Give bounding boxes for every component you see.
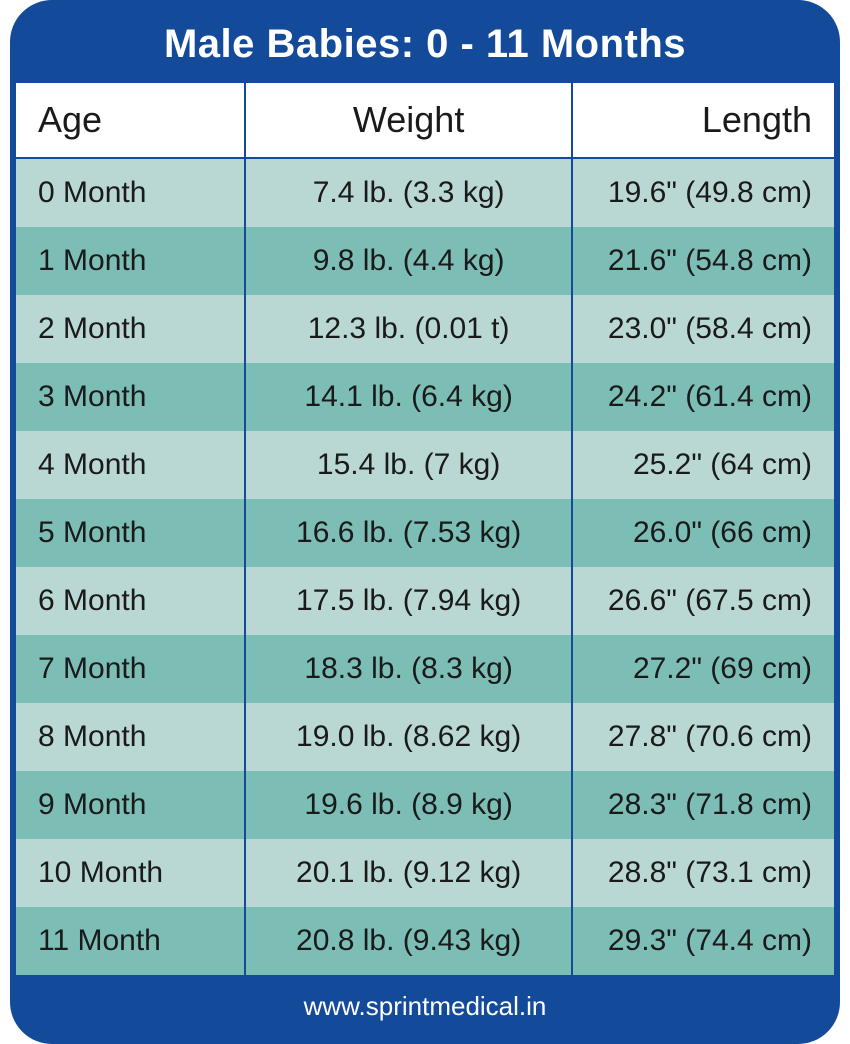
cell-age: 5 Month: [16, 499, 245, 567]
col-header-weight: Weight: [245, 82, 572, 158]
cell-weight: 14.1 lb. (6.4 kg): [245, 363, 572, 431]
cell-weight: 12.3 lb. (0.01 t): [245, 295, 572, 363]
growth-table: Age Weight Length 0 Month7.4 lb. (3.3 kg…: [16, 81, 834, 975]
cell-length: 27.2" (69 cm): [572, 635, 834, 703]
cell-weight: 9.8 lb. (4.4 kg): [245, 227, 572, 295]
cell-age: 11 Month: [16, 907, 245, 975]
cell-weight: 16.6 lb. (7.53 kg): [245, 499, 572, 567]
cell-length: 27.8" (70.6 cm): [572, 703, 834, 771]
cell-age: 4 Month: [16, 431, 245, 499]
cell-length: 28.3" (71.8 cm): [572, 771, 834, 839]
card-title: Male Babies: 0 - 11 Months: [16, 6, 834, 81]
table-body: 0 Month7.4 lb. (3.3 kg)19.6" (49.8 cm)1 …: [16, 158, 834, 975]
cell-weight: 7.4 lb. (3.3 kg): [245, 158, 572, 227]
table-row: 0 Month7.4 lb. (3.3 kg)19.6" (49.8 cm): [16, 158, 834, 227]
cell-weight: 19.0 lb. (8.62 kg): [245, 703, 572, 771]
cell-age: 6 Month: [16, 567, 245, 635]
cell-age: 2 Month: [16, 295, 245, 363]
table-row: 11 Month20.8 lb. (9.43 kg)29.3" (74.4 cm…: [16, 907, 834, 975]
cell-age: 9 Month: [16, 771, 245, 839]
cell-length: 21.6" (54.8 cm): [572, 227, 834, 295]
table-row: 2 Month12.3 lb. (0.01 t)23.0" (58.4 cm): [16, 295, 834, 363]
cell-weight: 19.6 lb. (8.9 kg): [245, 771, 572, 839]
cell-age: 1 Month: [16, 227, 245, 295]
table-row: 9 Month19.6 lb. (8.9 kg)28.3" (71.8 cm): [16, 771, 834, 839]
table-row: 10 Month20.1 lb. (9.12 kg)28.8" (73.1 cm…: [16, 839, 834, 907]
cell-length: 29.3" (74.4 cm): [572, 907, 834, 975]
table-row: 8 Month19.0 lb. (8.62 kg)27.8" (70.6 cm): [16, 703, 834, 771]
cell-length: 26.6" (67.5 cm): [572, 567, 834, 635]
cell-age: 10 Month: [16, 839, 245, 907]
cell-weight: 18.3 lb. (8.3 kg): [245, 635, 572, 703]
growth-card: Male Babies: 0 - 11 Months Age Weight Le…: [10, 0, 840, 1044]
cell-length: 25.2" (64 cm): [572, 431, 834, 499]
cell-age: 0 Month: [16, 158, 245, 227]
cell-length: 19.6" (49.8 cm): [572, 158, 834, 227]
cell-length: 28.8" (73.1 cm): [572, 839, 834, 907]
cell-length: 24.2" (61.4 cm): [572, 363, 834, 431]
cell-length: 23.0" (58.4 cm): [572, 295, 834, 363]
cell-age: 7 Month: [16, 635, 245, 703]
col-header-length: Length: [572, 82, 834, 158]
table-row: 7 Month18.3 lb. (8.3 kg)27.2" (69 cm): [16, 635, 834, 703]
cell-weight: 20.1 lb. (9.12 kg): [245, 839, 572, 907]
cell-age: 3 Month: [16, 363, 245, 431]
col-header-age: Age: [16, 82, 245, 158]
table-row: 1 Month9.8 lb. (4.4 kg)21.6" (54.8 cm): [16, 227, 834, 295]
cell-weight: 15.4 lb. (7 kg): [245, 431, 572, 499]
table-row: 3 Month14.1 lb. (6.4 kg)24.2" (61.4 cm): [16, 363, 834, 431]
cell-weight: 20.8 lb. (9.43 kg): [245, 907, 572, 975]
cell-age: 8 Month: [16, 703, 245, 771]
table-row: 5 Month16.6 lb. (7.53 kg)26.0" (66 cm): [16, 499, 834, 567]
table-row: 6 Month17.5 lb. (7.94 kg)26.6" (67.5 cm): [16, 567, 834, 635]
table-row: 4 Month15.4 lb. (7 kg)25.2" (64 cm): [16, 431, 834, 499]
table-header-row: Age Weight Length: [16, 82, 834, 158]
cell-weight: 17.5 lb. (7.94 kg): [245, 567, 572, 635]
footer-source: www.sprintmedical.in: [16, 975, 834, 1038]
cell-length: 26.0" (66 cm): [572, 499, 834, 567]
